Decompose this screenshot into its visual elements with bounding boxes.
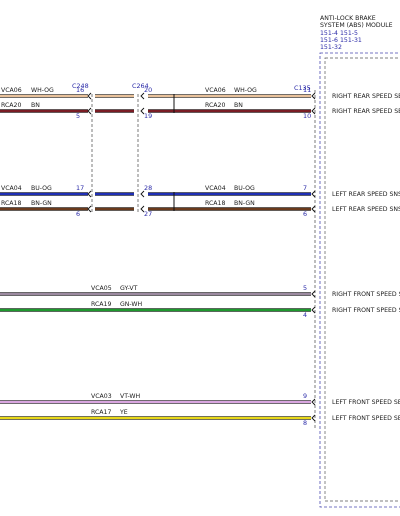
w2-right-color: BN	[234, 102, 243, 109]
w5-signal: RIGHT FRONT SPEED SENSOR SIGNAL	[332, 291, 400, 298]
w3-right-circuit: VCA04	[205, 185, 226, 192]
w4-c248-pin: 6	[76, 210, 80, 218]
w3-c135-pin: 7	[303, 184, 307, 192]
w2-left-color: BN	[31, 102, 40, 109]
w3-right-color: BU-OG	[234, 185, 255, 192]
w4-c135-pin: 6	[303, 210, 307, 218]
w8-color: YE	[119, 409, 128, 416]
w2-c135-pin: 10	[303, 112, 311, 120]
w5-circuit: VCA05	[91, 285, 112, 292]
w6-color: GN-WH	[120, 301, 143, 308]
module-outer-border	[319, 52, 400, 508]
w4-signal: LEFT REAR SPEED SNSR RETURN	[332, 206, 400, 213]
w5-color: GY-VT	[120, 285, 138, 292]
w4-c135-chevron	[311, 205, 316, 213]
w1-c264-chevron	[140, 92, 145, 100]
w2-c248-pin: 5	[76, 112, 80, 120]
w3-c135-chevron	[311, 190, 316, 198]
w4-right-color: BN-GN	[234, 200, 255, 207]
w8-c135-chevron	[311, 414, 316, 422]
w2-signal: RIGHT REAR SPEED SENSOR RETURN	[332, 108, 400, 115]
w2-left-circuit: RCA20	[1, 102, 21, 109]
w4-c264-chevron	[140, 205, 145, 213]
w3-c248-chevron	[87, 190, 92, 198]
w5-c135-chevron	[311, 290, 316, 298]
w5-c135-pin: 5	[303, 284, 307, 292]
w4-left-circuit: RCA18	[1, 200, 21, 207]
w4-right-circuit: RCA18	[205, 200, 225, 207]
w6-c135-pin: 4	[303, 311, 307, 319]
abs-module: ANTI-LOCK BRAKE SYSTEM (ABS) MODULE 151-…	[294, 15, 400, 508]
w1-left-color: WH-OG	[31, 87, 54, 94]
module-refs-line1: 151-4 151-5	[320, 30, 358, 37]
w2-c264-chevron	[140, 107, 145, 115]
w3-left-circuit: VCA04	[1, 185, 22, 192]
w6-c135-chevron	[311, 306, 316, 314]
module-title-line2: SYSTEM (ABS) MODULE	[320, 22, 393, 29]
wires: VCA06 WH-OG VCA06 WH-OG 16 20 11 RIGHT REAR SPE…	[0, 86, 400, 427]
w4-c248-chevron	[87, 205, 92, 213]
inline-connectors: C248 C264	[72, 82, 149, 212]
w1-right-circuit: VCA06	[205, 87, 226, 94]
w7-c135-pin: 9	[303, 392, 307, 400]
module-title-line1: ANTI-LOCK BRAKE	[320, 15, 376, 22]
w2-c248-chevron	[87, 107, 92, 115]
w8-circuit: RCA17	[91, 409, 111, 416]
w4-left-color: BN-GN	[31, 200, 52, 207]
w7-signal: LEFT FRONT SPEED SENSOR SIGNAL	[332, 399, 400, 406]
w2-c264-pin: 19	[144, 112, 152, 120]
w7-circuit: VCA03	[91, 393, 112, 400]
w1-c135-pin: 11	[303, 86, 311, 94]
connector-c135-label: C135	[294, 84, 311, 92]
w6-signal: RIGHT FRONT SPEED SENSOR RETURN	[332, 307, 400, 314]
w8-c135-pin: 8	[303, 419, 307, 427]
w1-c264-pin: 20	[144, 86, 152, 94]
module-refs-line3: 151-32	[320, 44, 342, 51]
w7-c135-chevron	[311, 398, 316, 406]
w3-left-color: BU-OG	[31, 185, 52, 192]
w7-color: VT-WH	[120, 393, 141, 400]
w4-c264-pin: 27	[144, 210, 152, 218]
w3-c264-pin: 28	[144, 184, 152, 192]
connector-c248-label: C248	[72, 82, 89, 90]
module-refs-line2: 151-6 151-31	[320, 37, 362, 44]
w1-right-color: WH-OG	[234, 87, 257, 94]
connector-c264-label: C264	[132, 82, 149, 90]
w8-signal: LEFT FRONT SPEED SENSOR RETURN	[332, 415, 400, 422]
w1-signal: RIGHT REAR SPEED SENSOR SIGNAL	[332, 93, 400, 100]
w3-signal: LEFT REAR SPEED SNSR SIGNAL	[332, 191, 400, 198]
w2-right-circuit: RCA20	[205, 102, 225, 109]
w1-c135-chevron	[311, 92, 316, 100]
w6-circuit: RCA19	[91, 301, 111, 308]
w1-c248-pin: 16	[76, 86, 84, 94]
w2-c135-chevron	[311, 107, 316, 115]
w3-c248-pin: 17	[76, 184, 84, 192]
module-inner-border	[324, 57, 400, 502]
w1-left-circuit: VCA06	[1, 87, 22, 94]
w3-c264-chevron	[140, 190, 145, 198]
w1-c248-chevron	[87, 92, 92, 100]
